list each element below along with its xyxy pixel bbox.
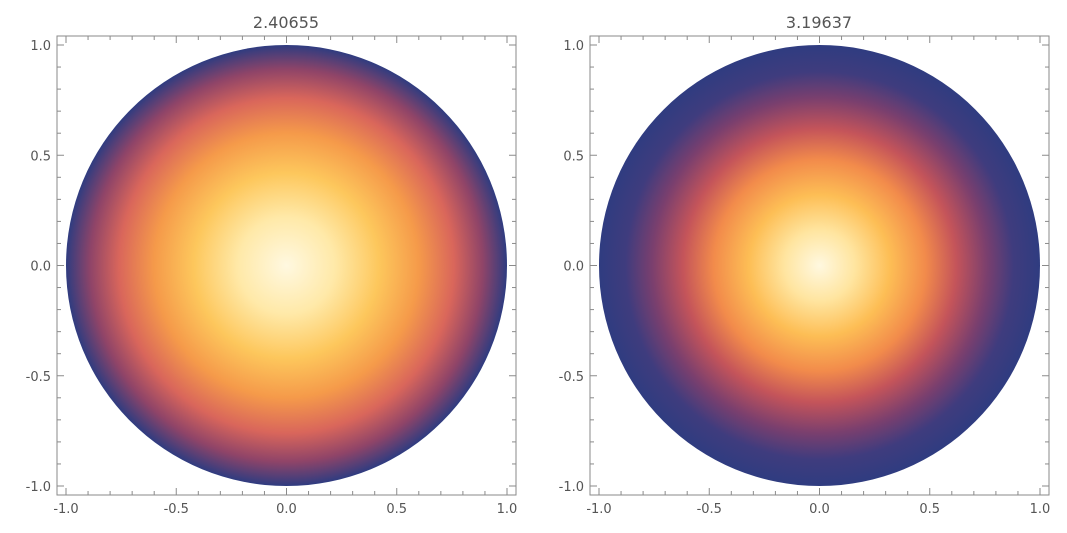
y-tick-label: -0.5 xyxy=(26,370,51,385)
axis-ticks-1 xyxy=(57,36,516,495)
x-tick-label: 0.0 xyxy=(276,502,297,517)
x-tick-label: -1.0 xyxy=(586,502,611,517)
y-tick-label: -1.0 xyxy=(26,480,51,495)
y-tick-label: 0.5 xyxy=(563,149,584,164)
y-tick-label: -1.0 xyxy=(559,480,584,495)
y-tick-label: 0.0 xyxy=(30,260,51,275)
y-tick-labels-1: -1.0 -0.5 0.0 0.5 1.0 xyxy=(26,39,51,495)
heatmap-disk-2 xyxy=(599,45,1040,486)
plot-panel-1: 2.40655 -1.0 -0.5 0.0 0.5 1.0 -1.0 -0.5 … xyxy=(26,13,518,517)
plot-title-1: 2.40655 xyxy=(253,13,319,32)
y-tick-label: -0.5 xyxy=(559,370,584,385)
x-tick-label: 1.0 xyxy=(1030,502,1051,517)
axis-ticks-2 xyxy=(590,36,1049,495)
x-tick-label: 0.0 xyxy=(809,502,830,517)
y-tick-label: 1.0 xyxy=(563,39,584,54)
y-tick-label: 0.0 xyxy=(563,260,584,275)
x-tick-label: 0.5 xyxy=(919,502,940,517)
plot-panel-2: 3.19637 -1.0 -0.5 0.0 0.5 1.0 -1.0 -0.5 … xyxy=(559,13,1051,517)
heatmap-disk-1 xyxy=(66,45,507,486)
x-tick-labels-1: -1.0 -0.5 0.0 0.5 1.0 xyxy=(53,502,517,517)
y-tick-label: 1.0 xyxy=(30,39,51,54)
plot-title-2: 3.19637 xyxy=(786,13,852,32)
x-tick-labels-2: -1.0 -0.5 0.0 0.5 1.0 xyxy=(586,502,1050,517)
x-tick-label: -0.5 xyxy=(697,502,722,517)
y-tick-label: 0.5 xyxy=(30,149,51,164)
x-tick-label: -0.5 xyxy=(164,502,189,517)
x-tick-label: 0.5 xyxy=(386,502,407,517)
x-tick-label: -1.0 xyxy=(53,502,78,517)
x-tick-label: 1.0 xyxy=(497,502,518,517)
y-tick-labels-2: -1.0 -0.5 0.0 0.5 1.0 xyxy=(559,39,584,495)
